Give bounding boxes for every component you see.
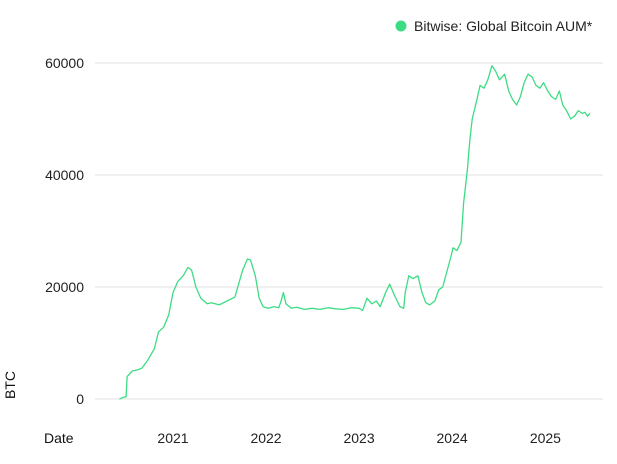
y-tick-label: 40000: [45, 167, 84, 183]
y-tick-label: 20000: [45, 279, 84, 295]
legend-label: Bitwise: Global Bitcoin AUM*: [414, 18, 593, 34]
x-tick-label: 2022: [250, 430, 281, 446]
x-tick-label: 2021: [157, 430, 188, 446]
y-tick-label: 0: [76, 391, 84, 407]
legend-swatch-icon: [395, 20, 407, 32]
x-tick-label: 2023: [343, 430, 374, 446]
y-axis-ticks: 0 20000 40000 60000: [45, 55, 84, 407]
y-axis-label: BTC: [2, 371, 18, 399]
x-tick-label: 2025: [530, 430, 561, 446]
series-line: [119, 65, 591, 400]
gridlines: [95, 62, 603, 400]
y-tick-label: 60000: [45, 55, 84, 71]
x-axis-ticks: 2021 2022 2023 2024 2025: [157, 430, 561, 446]
series-layer: [119, 65, 591, 400]
x-tick-label: 2024: [437, 430, 468, 446]
legend: Bitwise: Global Bitcoin AUM*: [395, 18, 593, 34]
x-axis-label: Date: [44, 430, 74, 446]
